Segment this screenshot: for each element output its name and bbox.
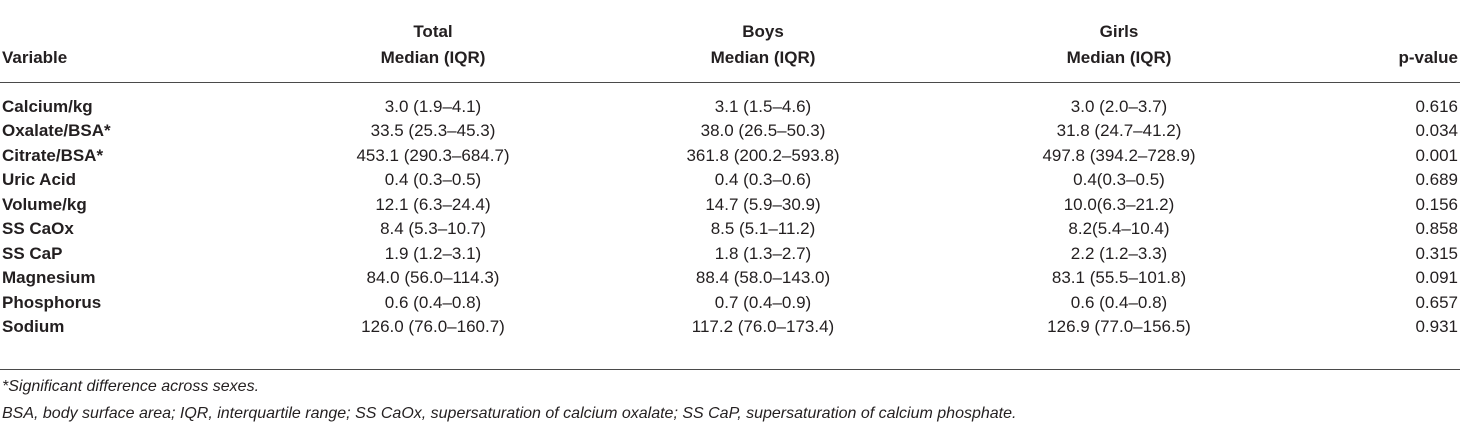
table-row: Uric Acid 0.4 (0.3–0.5) 0.4 (0.3–0.6) 0.… (0, 168, 1460, 193)
row-boys: 38.0 (26.5–50.3) (700, 121, 826, 140)
row-total: 84.0 (56.0–114.3) (366, 268, 500, 287)
row-boys: 14.7 (5.9–30.9) (705, 194, 821, 214)
table-body: Calcium/kg 3.0 (1.9–4.1) 3.1 (1.5–4.6) 3… (0, 82, 1460, 346)
header-total-label: Total (413, 21, 453, 41)
row-girls: 3.0 (2.0–3.7) (1070, 96, 1168, 116)
row-pvalue: 0.156 (1415, 194, 1458, 214)
row-pvalue: 0.001 (1415, 145, 1458, 165)
table-row: Calcium/kg 3.0 (1.9–4.1) 3.1 (1.5–4.6) 3… (0, 82, 1460, 119)
header-boys-stat: Median (IQR) (710, 47, 816, 67)
table-row: SS CaOx 8.4 (5.3–10.7) 8.5 (5.1–11.2) 8.… (0, 217, 1460, 242)
table-row: Citrate/BSA* 453.1 (290.3–684.7) 361.8 (… (0, 144, 1460, 169)
row-total: 8.4 (5.3–10.7) (380, 219, 486, 238)
header-girls-label: Girls (1099, 21, 1139, 41)
row-total: 453.1 (290.3–684.7) (356, 145, 510, 165)
row-variable: Uric Acid (2, 170, 77, 189)
row-pvalue: 0.034 (1415, 121, 1458, 140)
row-variable: Citrate/BSA* (2, 145, 104, 165)
row-boys: 117.2 (76.0–173.4) (691, 317, 835, 336)
row-pvalue: 0.091 (1415, 268, 1458, 287)
row-variable: Volume/kg (2, 194, 87, 214)
row-girls: 126.9 (77.0–156.5) (1047, 317, 1191, 336)
row-pvalue: 0.931 (1415, 317, 1458, 336)
row-total: 3.0 (1.9–4.1) (384, 96, 482, 116)
row-pvalue: 0.689 (1415, 170, 1458, 189)
row-boys: 0.7 (0.4–0.9) (714, 292, 812, 312)
row-variable: Oxalate/BSA* (2, 121, 111, 140)
row-total: 1.9 (1.2–3.1) (384, 243, 482, 263)
row-variable: Magnesium (2, 268, 96, 287)
header-total: Total Median (IQR) (290, 0, 576, 82)
row-girls: 83.1 (55.5–101.8) (1051, 268, 1187, 287)
table-row: Volume/kg 12.1 (6.3–24.4) 14.7 (5.9–30.9… (0, 193, 1460, 218)
row-boys: 88.4 (58.0–143.0) (695, 268, 831, 287)
footnote-significance: *Significant difference across sexes. (2, 378, 260, 395)
header-variable: Variable (2, 47, 68, 67)
row-variable: Phosphorus (2, 292, 102, 312)
row-boys: 8.5 (5.1–11.2) (710, 219, 816, 238)
row-girls: 31.8 (24.7–41.2) (1056, 121, 1182, 140)
row-girls: 0.4(0.3–0.5) (1073, 170, 1165, 189)
row-total: 0.6 (0.4–0.8) (384, 292, 482, 312)
table-bottom-rule (0, 369, 1460, 370)
row-variable: SS CaP (2, 243, 63, 263)
row-pvalue: 0.858 (1415, 219, 1458, 238)
header-girls-stat: Median (IQR) (1066, 47, 1172, 67)
header-total-stat: Median (IQR) (380, 47, 486, 67)
table-row: Sodium 126.0 (76.0–160.7) 117.2 (76.0–17… (0, 315, 1460, 346)
row-boys: 1.8 (1.3–2.7) (714, 243, 812, 263)
row-boys: 361.8 (200.2–593.8) (686, 145, 840, 165)
row-boys: 0.4 (0.3–0.6) (714, 170, 812, 189)
row-girls: 8.2(5.4–10.4) (1068, 219, 1170, 238)
header-boys-label: Boys (742, 21, 784, 41)
row-total: 33.5 (25.3–45.3) (370, 121, 496, 140)
row-girls: 0.6 (0.4–0.8) (1070, 292, 1168, 312)
header-pvalue: p-value (1398, 47, 1458, 67)
header-girls: Girls Median (IQR) (950, 0, 1288, 82)
row-pvalue: 0.657 (1415, 292, 1458, 312)
table-row: Phosphorus 0.6 (0.4–0.8) 0.7 (0.4–0.9) 0… (0, 291, 1460, 316)
table-row: Oxalate/BSA* 33.5 (25.3–45.3) 38.0 (26.5… (0, 119, 1460, 144)
header-boys: Boys Median (IQR) (576, 0, 950, 82)
row-total: 12.1 (6.3–24.4) (375, 194, 491, 214)
row-girls: 497.8 (394.2–728.9) (1042, 145, 1196, 165)
table-row: SS CaP 1.9 (1.2–3.1) 1.8 (1.3–2.7) 2.2 (… (0, 242, 1460, 267)
row-variable: Sodium (2, 317, 65, 336)
row-pvalue: 0.616 (1415, 96, 1458, 116)
row-variable: Calcium/kg (2, 96, 93, 116)
row-girls: 10.0(6.3–21.2) (1063, 194, 1175, 214)
row-total: 126.0 (76.0–160.7) (361, 317, 505, 336)
table-row: Magnesium 84.0 (56.0–114.3) 88.4 (58.0–1… (0, 266, 1460, 291)
row-boys: 3.1 (1.5–4.6) (714, 96, 812, 116)
row-variable: SS CaOx (2, 219, 74, 238)
table-header-row: Variable Total Median (IQR) Boys Median … (0, 0, 1460, 82)
row-girls: 2.2 (1.2–3.3) (1070, 243, 1168, 263)
footnote-abbreviations: BSA, body surface area; IQR, interquarti… (2, 405, 1017, 422)
row-total: 0.4 (0.3–0.5) (384, 170, 482, 189)
urine-parameters-table: Variable Total Median (IQR) Boys Median … (0, 0, 1460, 346)
row-pvalue: 0.315 (1415, 243, 1458, 263)
